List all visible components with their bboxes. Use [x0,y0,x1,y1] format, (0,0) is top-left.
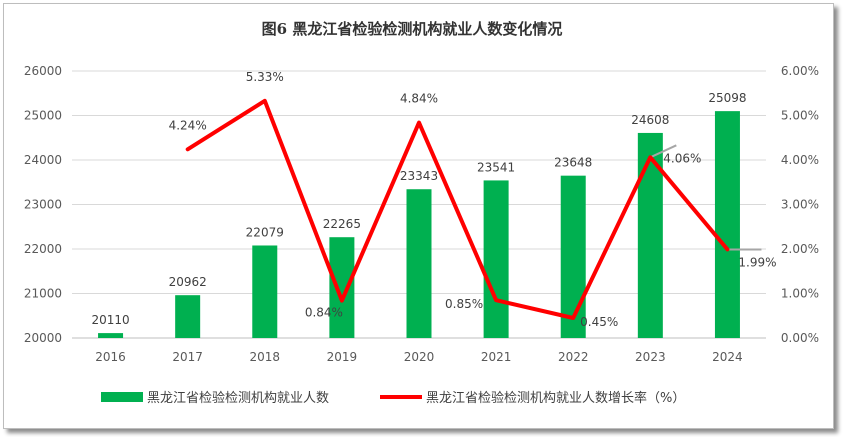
x-axis: 2016 2017 2018 2019 2020 2021 2022 2023 2024 [95,350,742,364]
x-tick-label: 2017 [172,350,203,364]
x-tick-label: 2021 [481,350,512,364]
rate-value-label: 4.06% [663,151,701,165]
left-tick-label: 21000 [24,287,62,301]
bar [98,333,124,338]
line-series [185,98,730,320]
bar-value-label: 22265 [323,217,361,231]
bar [714,111,740,338]
left-tick-label: 22000 [24,242,62,256]
right-tick-label: 2.00% [781,242,819,256]
legend-bar-swatch [101,392,143,402]
legend-bar-label: 黑龙江省检验检测机构就业人数 [147,390,329,406]
rate-line [185,98,730,320]
bar-value-label: 22079 [246,225,284,239]
bar-series [98,111,740,338]
x-tick-label: 2023 [635,350,666,364]
left-tick-label: 20000 [24,331,62,345]
bar-value-label: 20962 [169,275,207,289]
rate-value-label: 5.33% [246,70,284,84]
chart: 图6 黑龙江省检验检测机构就业人数变化情况 20000 21000 22000 230… [24,20,819,406]
x-tick-label: 2020 [404,350,435,364]
bar [252,245,278,338]
left-tick-label: 26000 [24,64,62,78]
bar [329,237,355,338]
bar [637,132,663,338]
bar-value-label: 25098 [708,91,746,105]
bar-value-label: 23648 [554,156,592,170]
bar-value-label: 24608 [631,113,669,127]
bar-value-label: 23541 [477,160,515,174]
chart-title: 图6 黑龙江省检验检测机构就业人数变化情况 [262,20,563,38]
bar-value-label: 23343 [400,169,438,183]
x-tick-label: 2024 [712,350,743,364]
bar-value-label: 20110 [91,313,129,327]
legend-line-label: 黑龙江省检验检测机构就业人数增长率（%） [426,390,685,406]
bar [560,175,586,338]
rate-value-label: 0.84% [305,306,343,320]
left-tick-label: 24000 [24,153,62,167]
right-tick-label: 0.00% [781,331,819,345]
left-tick-label: 23000 [24,198,62,212]
right-axis: 0.00% 1.00% 2.00% 3.00% 4.00% 5.00% 6.00% [781,64,819,345]
legend: 黑龙江省检验检测机构就业人数 黑龙江省检验检测机构就业人数增长率（%） [101,390,685,406]
bar [175,295,201,338]
x-tick-label: 2016 [95,350,126,364]
line-data-labels: 4.24% 5.33% 0.84% 4.84% 0.85% 0.45% 4.06% 1.99% [169,70,777,329]
chart-frame: 图6 黑龙江省检验检测机构就业人数变化情况 20000 21000 22000 230… [3,3,834,429]
right-tick-label: 1.00% [781,287,819,301]
leader-lines [649,144,762,251]
x-tick-label: 2019 [327,350,358,364]
left-axis: 20000 21000 22000 23000 24000 25000 26000 [24,64,62,345]
right-tick-label: 4.00% [781,153,819,167]
x-tick-label: 2022 [558,350,589,364]
right-tick-label: 6.00% [781,64,819,78]
rate-value-label: 0.45% [580,315,618,329]
rate-value-label: 4.24% [169,118,207,132]
right-tick-label: 3.00% [781,198,819,212]
rate-value-label: 0.85% [445,297,483,311]
leader-line [649,144,677,159]
rate-value-label: 4.84% [400,92,438,106]
left-tick-label: 25000 [24,109,62,123]
rate-value-label: 1.99% [738,255,776,269]
bar-data-labels: 20110 20962 22079 22265 23343 23541 23648 24608… [91,91,746,327]
x-tick-label: 2018 [250,350,281,364]
bar [406,189,432,338]
bar [483,180,509,338]
right-tick-label: 5.00% [781,109,819,123]
